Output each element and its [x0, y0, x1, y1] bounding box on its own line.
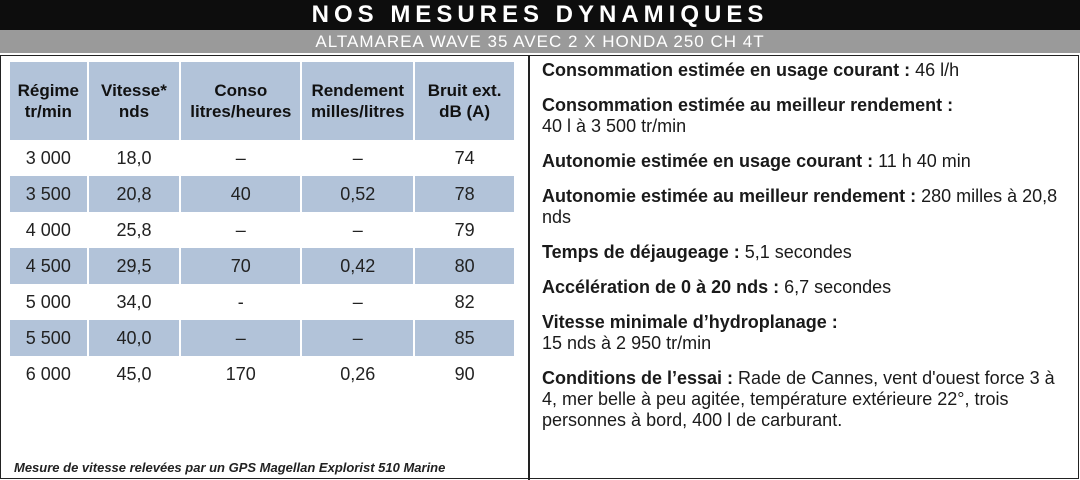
panel-divider [528, 55, 530, 480]
column-header-bruit: Bruit ext. dB (A) [413, 62, 516, 140]
table-cell: 20,8 [86, 176, 182, 212]
table-cell: 25,8 [86, 212, 182, 248]
subtitle-bar: ALTAMAREA WAVE 35 AVEC 2 X HONDA 250 CH … [0, 30, 1080, 53]
column-header-rendement: Rendement milles/litres [300, 62, 416, 140]
specs-panel: Consommation estimée en usage courant : … [542, 60, 1070, 445]
table-cell: 6 000 [8, 356, 89, 392]
table-cell: – [300, 284, 416, 320]
table-cell: – [179, 212, 303, 248]
spec-autonomie-meilleur-rendement: Autonomie estimée au meilleur rendement … [542, 186, 1058, 227]
table-cell: – [179, 320, 303, 356]
table-cell: 0,52 [300, 176, 416, 212]
table-cell: 79 [413, 212, 516, 248]
table-cell: 70 [179, 248, 303, 284]
table-cell: 4 000 [8, 212, 89, 248]
table-cell: 0,42 [300, 248, 416, 284]
table-cell: – [300, 320, 416, 356]
table-cell: 45,0 [86, 356, 182, 392]
column-header-vitesse: Vitesse* nds [86, 62, 182, 140]
spec-conso-meilleur-rendement: Consommation estimée au meilleur rendeme… [542, 95, 954, 136]
measurements-panel: Régime tr/min Vitesse* nds Conso litres/heu… [0, 55, 528, 480]
spec-conditions-essai: Conditions de l’essai : Rade de Cannes, … [542, 368, 1055, 430]
table-row: 4 000 25,8 – – 79 [8, 212, 516, 248]
spec-vitesse-hydroplanage: Vitesse minimale d’hydroplanage : 15 nds… [542, 312, 838, 353]
table-cell: 4 500 [8, 248, 89, 284]
table-cell: – [300, 140, 416, 176]
table-cell: 82 [413, 284, 516, 320]
spec-temps-dejaugeage: Temps de déjaugeage : 5,1 secondes [542, 242, 852, 262]
table-cell: – [179, 140, 303, 176]
table-cell: 29,5 [86, 248, 182, 284]
table-cell: 80 [413, 248, 516, 284]
table-row: 6 000 45,0 170 0,26 90 [8, 356, 516, 392]
table-cell: 40,0 [86, 320, 182, 356]
table-row: 3 500 20,8 40 0,52 78 [8, 176, 516, 212]
spec-conso-usage-courant: Consommation estimée en usage courant : … [542, 60, 960, 80]
table-cell: 34,0 [86, 284, 182, 320]
title-bar: NOS MESURES DYNAMIQUES [0, 0, 1080, 30]
table-cell: 90 [413, 356, 516, 392]
table-row: 4 500 29,5 70 0,42 80 [8, 248, 516, 284]
table-cell: 170 [179, 356, 303, 392]
spec-autonomie-usage-courant: Autonomie estimée en usage courant : 11 … [542, 151, 971, 171]
table-row: 5 500 40,0 – – 85 [8, 320, 516, 356]
table-cell: 5 000 [8, 284, 89, 320]
column-header-regime: Régime tr/min [8, 62, 89, 140]
table-header-row: Régime tr/min Vitesse* nds Conso litres/heu… [8, 62, 516, 140]
table-cell: 3 500 [8, 176, 89, 212]
table-cell: 74 [413, 140, 516, 176]
page-subtitle: ALTAMAREA WAVE 35 AVEC 2 X HONDA 250 CH … [315, 31, 765, 51]
column-header-conso: Conso litres/heures [179, 62, 303, 140]
measurements-table: Régime tr/min Vitesse* nds Conso litres/heu… [8, 62, 516, 392]
table-cell: 3 000 [8, 140, 89, 176]
table-cell: – [300, 212, 416, 248]
table-cell: 78 [413, 176, 516, 212]
page-title: NOS MESURES DYNAMIQUES [311, 1, 769, 28]
table-cell: - [179, 284, 303, 320]
table-cell: 0,26 [300, 356, 416, 392]
spec-acceleration: Accélération de 0 à 20 nds : 6,7 seconde… [542, 277, 892, 297]
table-row: 5 000 34,0 - – 82 [8, 284, 516, 320]
table-cell: 85 [413, 320, 516, 356]
table-cell: 5 500 [8, 320, 89, 356]
table-cell: 40 [179, 176, 303, 212]
table-footnote: Mesure de vitesse relevées par un GPS Ma… [14, 460, 446, 475]
table-row: 3 000 18,0 – – 74 [8, 140, 516, 176]
table-cell: 18,0 [86, 140, 182, 176]
